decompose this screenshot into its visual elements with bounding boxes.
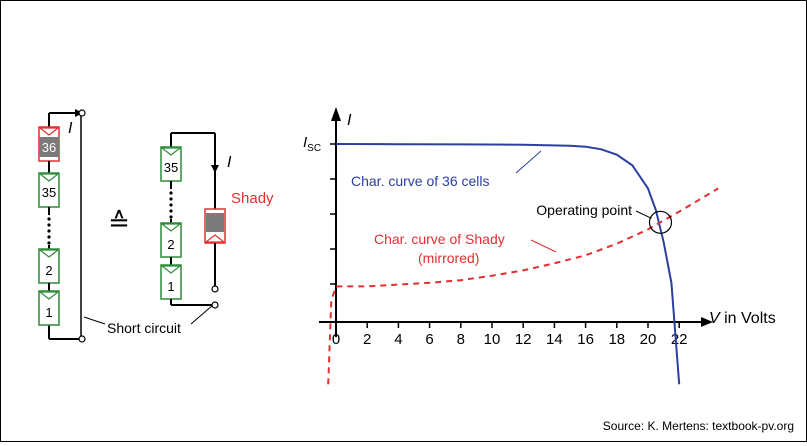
current-label-left: I: [68, 120, 73, 137]
y-axis-arrowhead: [331, 107, 341, 121]
cell-36: 36: [38, 126, 60, 162]
x-tick-group: 0 2 4 6 8 10 12 14 16 18 20 22: [332, 322, 688, 348]
cell-label-35-right: 35: [164, 160, 178, 175]
left-module: I 36 35 2: [38, 109, 86, 343]
equivalence-symbol: ≙: [108, 207, 130, 237]
legend-label-36-cells: Char. curve of 36 cells: [351, 173, 490, 189]
x-tick-label: 10: [484, 331, 501, 348]
ellipsis-dots-right: [169, 191, 173, 219]
cell-label-1-left: 1: [45, 305, 52, 320]
legend-label-shady-line1: Char. curve of Shady: [374, 231, 505, 247]
terminal-bottom-left: [78, 335, 86, 343]
short-circuit-label: Short circuit: [107, 320, 181, 336]
operating-point-leader: [635, 210, 652, 219]
source-credit: Source: K. Mertens: textbook-pv.org: [602, 419, 794, 433]
right-module: I 35 2 1: [160, 132, 274, 309]
series-line-36-cells: [335, 143, 681, 385]
cell-35-left: 35: [38, 172, 60, 208]
cell-label-35-left: 35: [42, 185, 56, 200]
cell-label-2-right: 2: [167, 237, 174, 252]
x-axis-label: V in Volts: [709, 310, 776, 327]
x-axis-arrowhead: [701, 317, 713, 327]
cell-label-36: 36: [42, 140, 56, 155]
legend-label-shady-line2: (mirrored): [418, 250, 479, 266]
cell-2-left: 2: [38, 248, 60, 284]
x-tick-label: 20: [640, 331, 657, 348]
x-tick-label: 12: [515, 331, 532, 348]
operating-point-circle: [648, 210, 673, 234]
y-axis-label: I: [347, 112, 352, 129]
x-tick-label: 6: [425, 331, 433, 348]
cell-label-1-right: 1: [167, 279, 174, 294]
operating-point-label: Operating point: [536, 202, 632, 218]
shady-label: Shady: [231, 190, 274, 207]
iv-chart: 0 2 4 6 8 10 12 14 16 18 20 22 Operating point Char…: [303, 107, 776, 385]
x-tick-label: 0: [332, 331, 340, 348]
series-line-shady: [327, 187, 719, 385]
x-tick-label: 4: [394, 331, 402, 348]
legend-leader-36-cells: [515, 150, 542, 174]
short-circuit-leader-left: [83, 316, 106, 325]
cell-35-right: 35: [160, 146, 182, 182]
x-tick-label: 22: [671, 331, 688, 348]
legend-leader-shady: [530, 239, 557, 253]
ellipsis-dots-left: [47, 217, 51, 245]
short-circuit-leader-right: [190, 304, 214, 325]
terminal-bottom-right: [211, 301, 219, 309]
shady-cell: [204, 208, 226, 244]
x-tick-label: 14: [546, 331, 563, 348]
terminal-top-left: [78, 109, 86, 117]
x-tick-label: 2: [363, 331, 371, 348]
x-tick-label: 8: [457, 331, 465, 348]
cell-1-left: 1: [38, 290, 60, 326]
cell-label-2-left: 2: [45, 263, 52, 278]
cell-1-right: 1: [160, 264, 182, 300]
isc-label: ISC: [303, 134, 321, 154]
current-label-right: I: [227, 154, 232, 171]
x-tick-label: 16: [577, 331, 594, 348]
terminal-top-right: [211, 285, 219, 293]
x-tick-label: 18: [608, 331, 625, 348]
cell-2-right: 2: [160, 222, 182, 258]
